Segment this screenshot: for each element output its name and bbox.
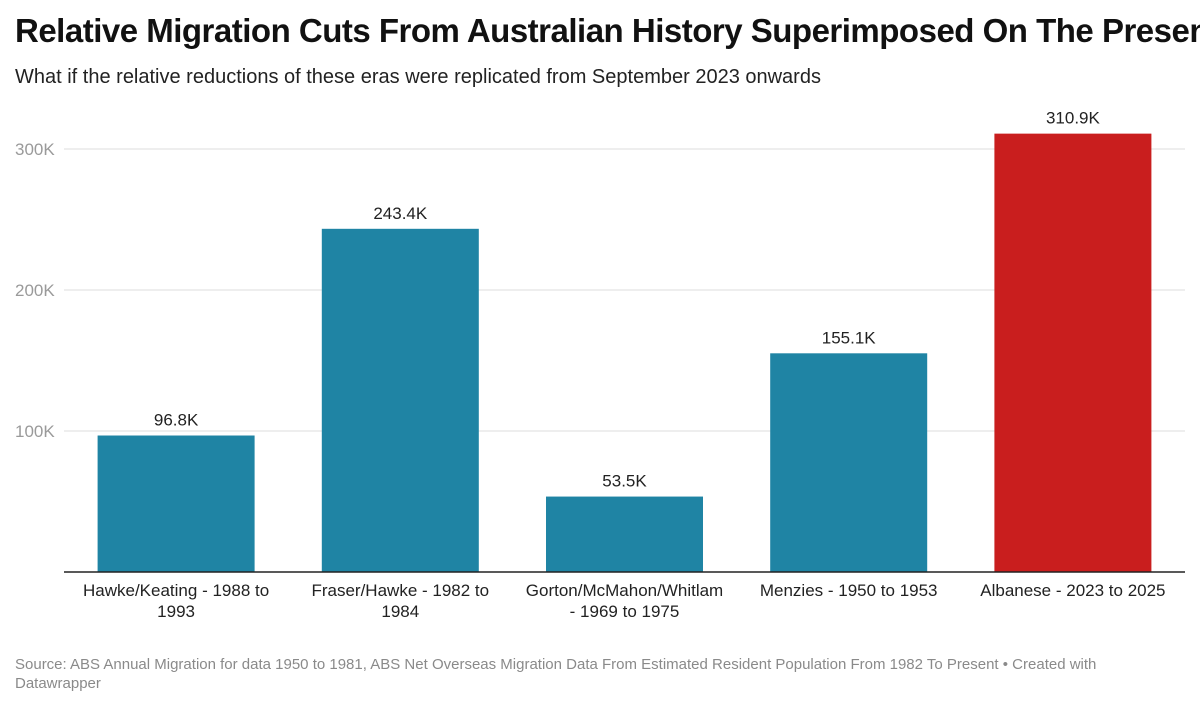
y-tick-label: 100K: [15, 422, 55, 441]
bar: [770, 353, 928, 572]
bar: [97, 435, 255, 572]
y-tick-label: 300K: [15, 140, 55, 159]
bar-value-label: 310.9K: [1046, 109, 1101, 128]
x-tick-label: Gorton/McMahon/Whitlam - 1969 to 1975: [525, 581, 724, 621]
bar-value-label: 155.1K: [822, 328, 877, 347]
chart-title: Relative Migration Cuts From Australian …: [15, 12, 1200, 49]
bar-value-label: 53.5K: [602, 472, 647, 491]
chart-subtitle: What if the relative reductions of these…: [15, 66, 821, 88]
bar-value-label: 96.8K: [154, 411, 199, 430]
bar: [994, 133, 1152, 573]
y-tick-label: 200K: [15, 281, 55, 300]
bar: [546, 496, 703, 572]
source-note: Source: ABS Annual Migration for data 19…: [15, 656, 1097, 692]
bar-value-label: 243.4K: [373, 204, 428, 223]
bar: [321, 228, 479, 572]
x-tick-label: Menzies - 1950 to 1953: [759, 581, 938, 600]
x-tick-label: Albanese - 2023 to 2025: [980, 581, 1166, 600]
x-tick-label: Hawke/Keating - 1988 to 1993: [83, 581, 270, 621]
x-tick-label: Fraser/Hawke - 1982 to 1984: [311, 581, 490, 621]
